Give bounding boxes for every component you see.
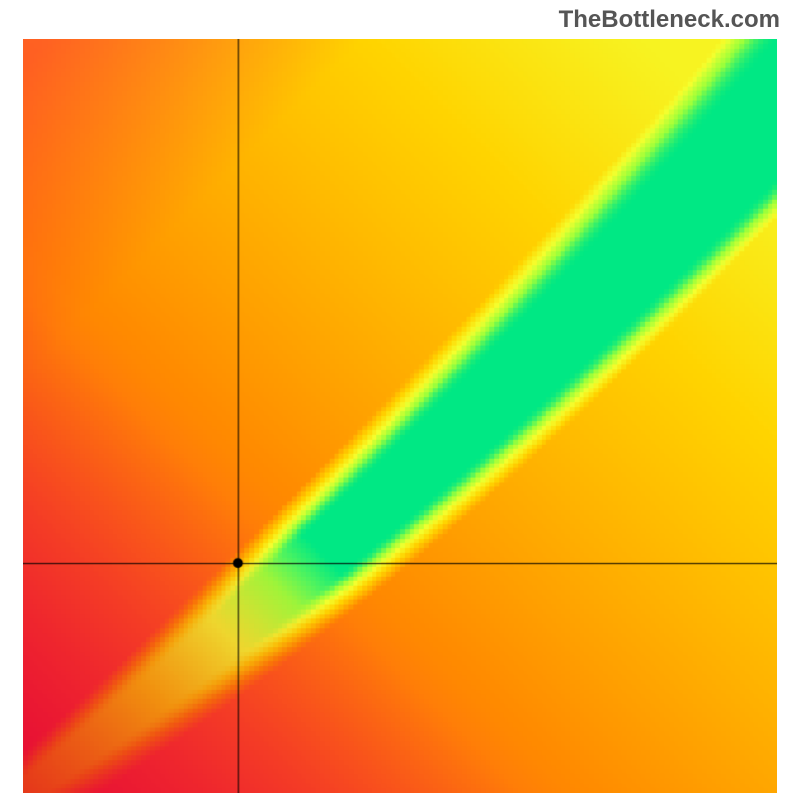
heatmap-canvas: [23, 39, 777, 793]
heatmap-plot: [20, 36, 780, 796]
attribution-text: TheBottleneck.com: [559, 6, 780, 34]
